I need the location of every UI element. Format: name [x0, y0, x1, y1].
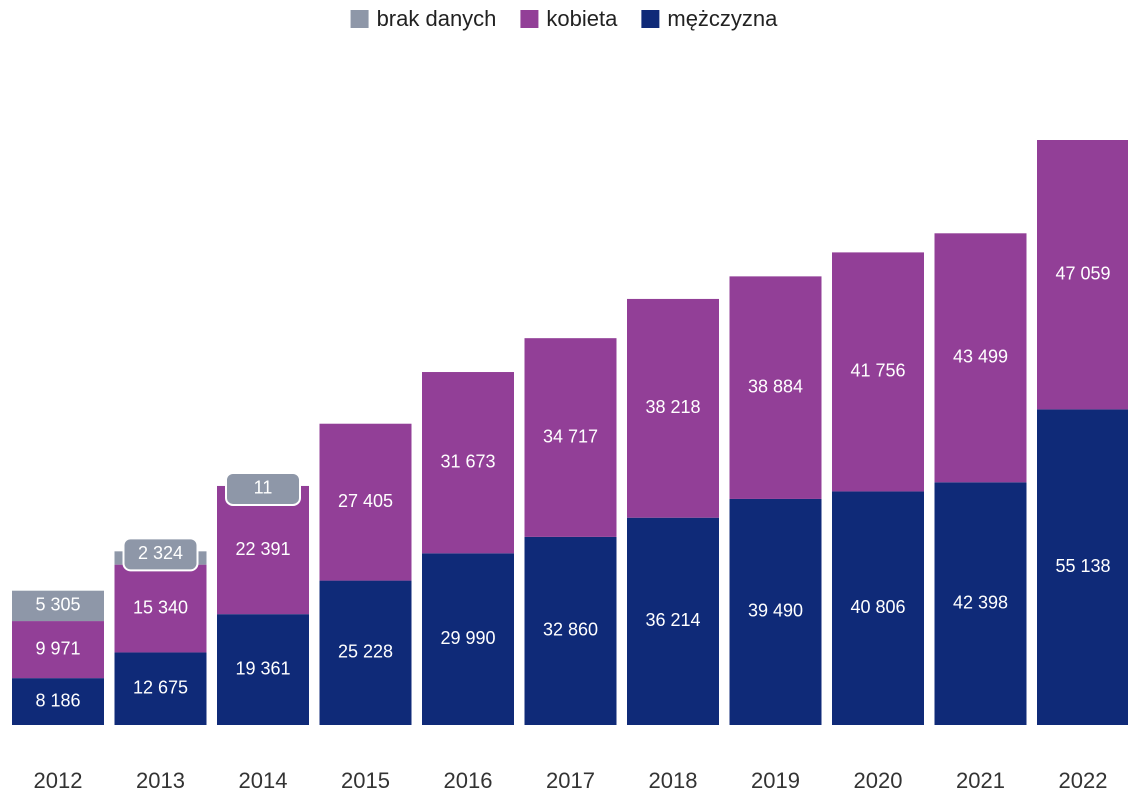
value-label: 41 756: [850, 361, 905, 381]
bar-segment: [832, 252, 924, 492]
bar-segment: [524, 338, 617, 537]
value-label: 15 340: [133, 597, 188, 617]
value-label: 38 218: [645, 397, 700, 417]
bar-segment: [934, 482, 1027, 725]
value-label: 29 990: [440, 628, 495, 648]
value-label: 11: [254, 478, 273, 498]
bar-segment: [422, 372, 514, 554]
x-tick-label: 2021: [956, 768, 1005, 793]
bar-segment: [524, 536, 617, 725]
value-label: 40 806: [850, 597, 905, 617]
bar-segment: [217, 486, 309, 615]
value-label: 34 717: [543, 426, 598, 446]
value-label: 42 398: [953, 592, 1008, 612]
x-tick-label: 2017: [546, 768, 595, 793]
value-label: 22 391: [235, 539, 290, 559]
value-label: 25 228: [338, 642, 393, 662]
bar-segment: [12, 678, 104, 725]
value-label-box: [122, 537, 199, 572]
bar-segment: [627, 298, 719, 518]
x-tick-label: 2018: [649, 768, 698, 793]
value-label: 8 186: [35, 690, 80, 710]
legend-swatch: [520, 10, 539, 28]
x-tick-label: 2016: [444, 768, 493, 793]
value-label: 19 361: [235, 658, 290, 678]
value-label: 5 305: [35, 595, 80, 615]
value-label: 55 138: [1055, 556, 1110, 576]
bar-segment: [114, 652, 207, 725]
legend-label: kobieta: [546, 6, 618, 31]
bar-segment: [832, 491, 924, 725]
bar-segment: [114, 564, 207, 653]
legend-label: brak danych: [377, 6, 497, 31]
bar-segment: [627, 517, 719, 725]
bar-segment: [217, 614, 309, 725]
x-tick-label: 2013: [136, 768, 185, 793]
value-label: 31 673: [440, 451, 495, 471]
bar-segment: [12, 590, 104, 622]
bar-segment: [319, 580, 412, 725]
bar-segment: [1037, 409, 1128, 725]
value-label: 38 884: [748, 376, 803, 396]
bar-segment: [729, 276, 822, 499]
x-tick-label: 2022: [1059, 768, 1108, 793]
x-tick-label: 2015: [341, 768, 390, 793]
value-label-box: [225, 471, 301, 506]
x-tick-label: 2020: [854, 768, 903, 793]
bar-segment: [1037, 140, 1128, 410]
value-label: 32 860: [543, 620, 598, 640]
x-tick-label: 2012: [34, 768, 83, 793]
value-label: 47 059: [1055, 263, 1110, 283]
value-label: 36 214: [645, 610, 700, 630]
bar-segment: [319, 423, 412, 581]
legend-swatch: [641, 10, 660, 28]
value-label: 39 490: [748, 601, 803, 621]
bar-segment: [12, 621, 104, 679]
x-tick-label: 2014: [239, 768, 288, 793]
bar-segment: [934, 233, 1027, 483]
value-label: 12 675: [133, 677, 188, 697]
x-tick-label: 2019: [751, 768, 800, 793]
value-label: 9 971: [35, 638, 80, 658]
bar-segment: [422, 553, 514, 725]
legend-swatch: [350, 10, 369, 28]
legend-label: mężczyzna: [667, 6, 778, 31]
value-label: 27 405: [338, 491, 393, 511]
bar-segment: [729, 498, 822, 725]
value-label: 43 499: [953, 347, 1008, 367]
value-label: 2 324: [138, 543, 183, 563]
